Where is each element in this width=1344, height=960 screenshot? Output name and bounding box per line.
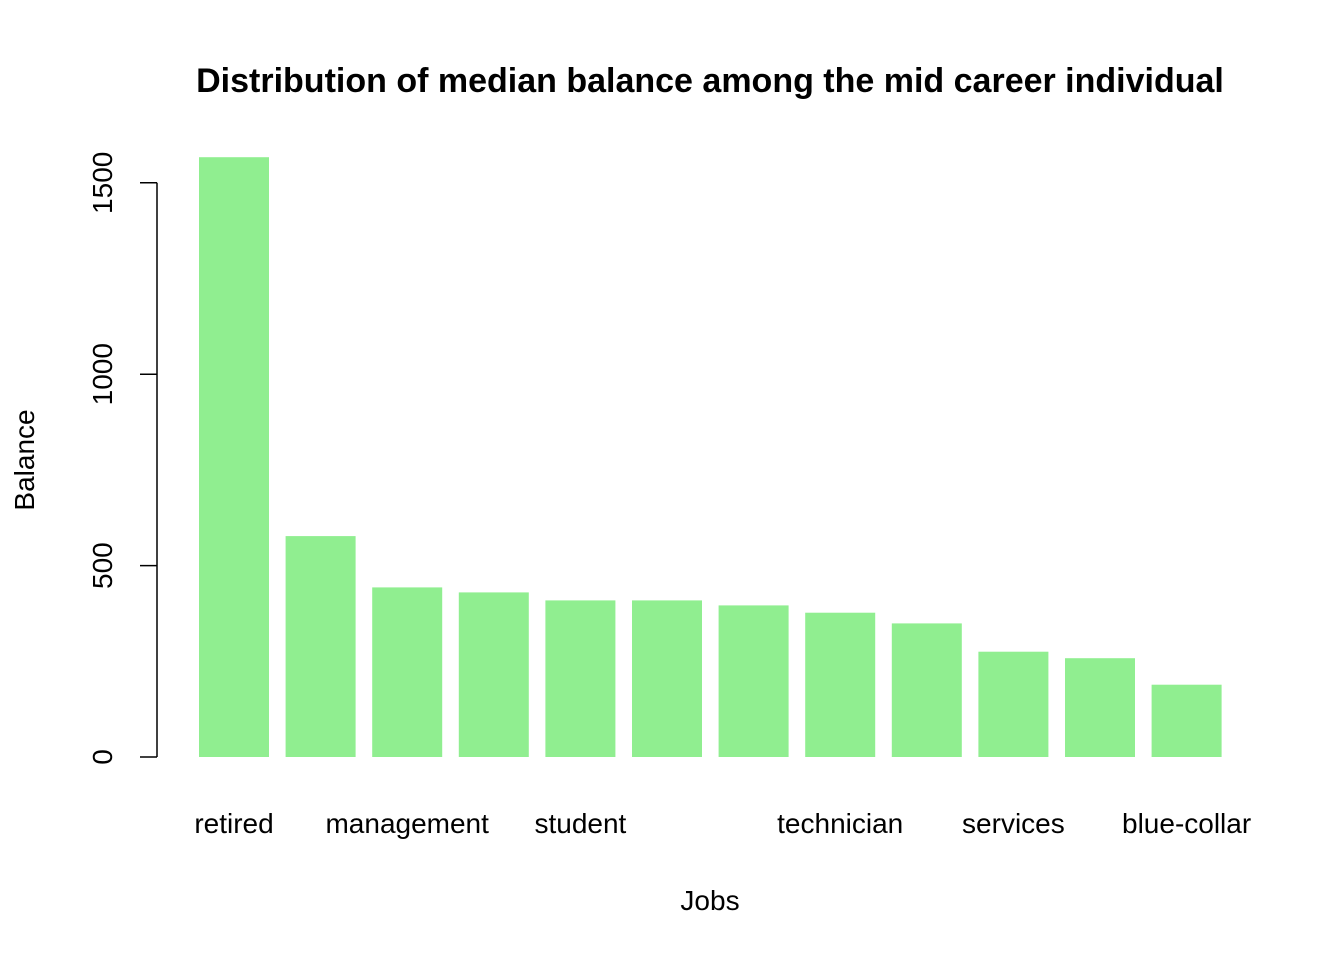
chart-title: Distribution of median balance among the… xyxy=(196,62,1224,100)
y-axis-label: Balance xyxy=(9,409,40,510)
x-tick-label: retired xyxy=(194,808,273,839)
category-labels: retired management student technician servic… xyxy=(194,808,1251,839)
bar xyxy=(372,587,443,757)
y-tick-label: 500 xyxy=(87,542,118,589)
x-tick-label: management xyxy=(325,808,489,839)
x-axis-label: Jobs xyxy=(680,885,739,916)
bar xyxy=(458,592,529,757)
y-tick-label: 1000 xyxy=(87,343,118,405)
x-tick-label: student xyxy=(534,808,626,839)
bar xyxy=(718,605,789,757)
bar xyxy=(978,651,1049,757)
y-tick-label: 0 xyxy=(87,749,118,765)
y-axis: 0 500 1000 1500 xyxy=(87,152,158,765)
bar xyxy=(1065,658,1135,757)
x-tick-label: services xyxy=(962,808,1065,839)
bar xyxy=(805,612,876,757)
bar xyxy=(891,623,962,757)
bar xyxy=(545,600,616,757)
x-tick-label: blue-collar xyxy=(1122,808,1251,839)
bar xyxy=(199,157,269,757)
bar xyxy=(1151,684,1222,757)
bar xyxy=(285,536,356,757)
y-tick-label: 1500 xyxy=(87,152,118,214)
bars-group xyxy=(199,157,1222,757)
bar xyxy=(632,600,702,757)
x-tick-label: technician xyxy=(777,808,903,839)
